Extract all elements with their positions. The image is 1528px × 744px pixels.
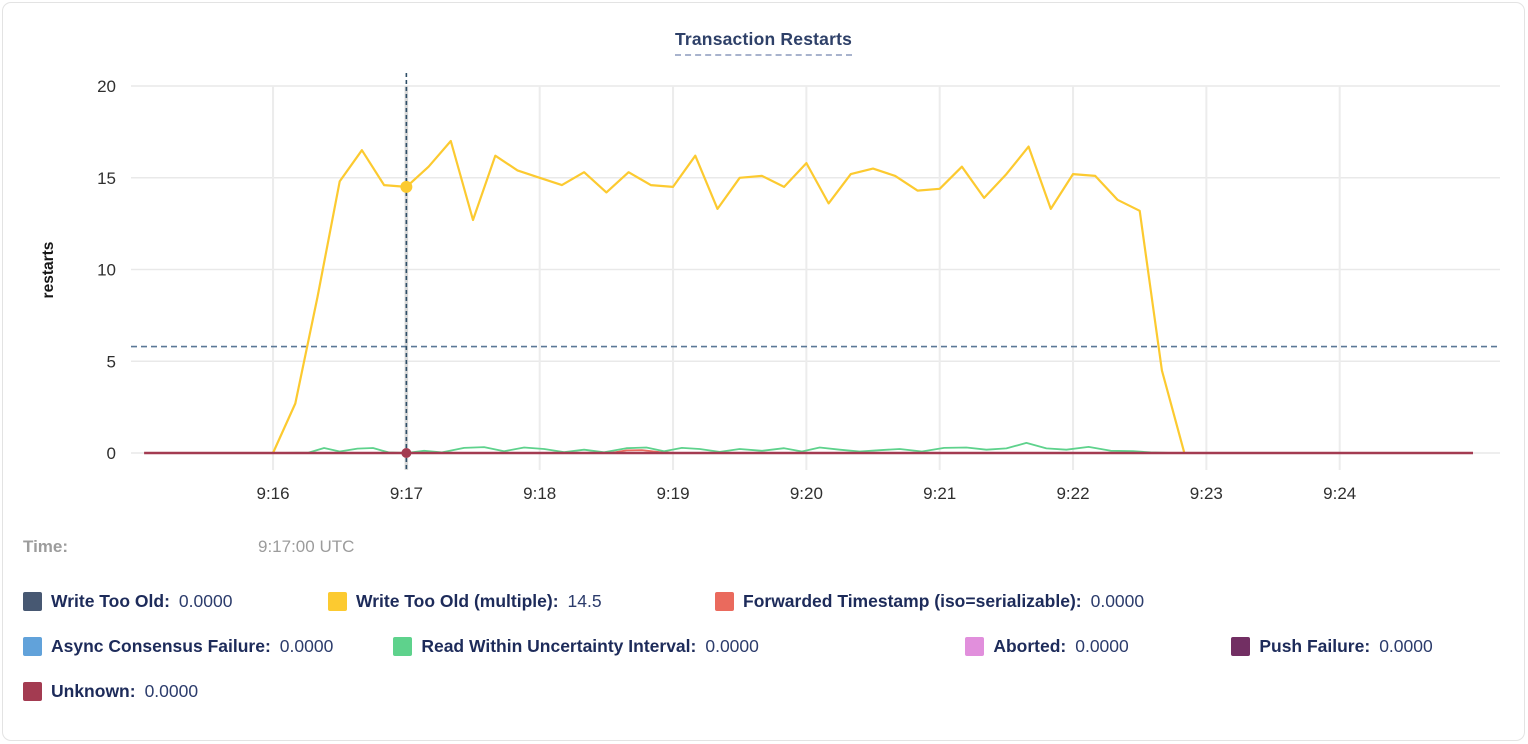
- legend-label: Write Too Old (multiple):: [356, 591, 559, 611]
- legend-value: 0.0000: [1075, 636, 1129, 656]
- legend-value: 0.0000: [144, 681, 199, 701]
- legend-item: Read Within Uncertainty Interval: 0.0000: [393, 636, 905, 657]
- time-value: 9:17:00 UTC: [258, 537, 355, 556]
- time-label: Time:: [23, 537, 69, 556]
- legend-item: Forwarded Timestamp (iso=serializable): 0…: [715, 591, 1144, 612]
- x-tick-label: 9:18: [523, 484, 556, 503]
- legend-value: 0.0000: [705, 636, 759, 656]
- y-tick-label: 15: [97, 169, 116, 188]
- x-grid: 9:16 9:17 9:18 9:19 9:20 9:21 9:22 9:23 9:24: [256, 86, 1356, 503]
- y-tick-label: 20: [97, 77, 116, 96]
- x-tick-label: 9:24: [1323, 484, 1356, 503]
- legend-label: Push Failure:: [1259, 636, 1371, 656]
- legend-item: Push Failure: 0.0000: [1231, 636, 1433, 657]
- series-line-write-too-old-multiple-: [271, 139, 1186, 454]
- legend-item: Aborted: 0.0000: [965, 636, 1171, 657]
- hover-time-readout: Time: 9:17:00 UTC: [23, 537, 1503, 561]
- legend-swatch: [965, 637, 985, 656]
- chart-title[interactable]: Transaction Restarts: [674, 29, 853, 56]
- legend-label: Forwarded Timestamp (iso=serializable):: [743, 591, 1082, 611]
- legend-value: 14.5: [567, 591, 602, 611]
- x-tick-label: 9:17: [390, 484, 423, 503]
- y-tick-label: 10: [97, 261, 116, 280]
- y-tick-label: 5: [107, 352, 116, 371]
- y-grid: 0 5 10 15 20: [97, 77, 1500, 463]
- legend-item: Write Too Old (multiple): 14.5: [328, 591, 655, 612]
- legend-swatch: [1231, 637, 1251, 656]
- legend-label: Unknown:: [51, 681, 136, 701]
- hover-dot: [401, 448, 412, 458]
- legend-swatch: [23, 592, 42, 611]
- legend-swatch: [23, 637, 42, 656]
- legend-label: Aborted:: [993, 636, 1067, 656]
- legend-swatch: [23, 682, 42, 701]
- legend-item: Unknown: 0.0000: [23, 681, 198, 702]
- x-tick-label: 9:22: [1056, 484, 1089, 503]
- legend-item: Write Too Old: 0.0000: [23, 591, 268, 612]
- legend-swatch: [328, 592, 347, 611]
- legend-value: 0.0000: [1090, 591, 1145, 611]
- transaction-restarts-chart[interactable]: 0 5 10 15 20 9:16 9:17 9:18 9:19 9:20 9:21 9:22 9:23…: [3, 61, 1528, 513]
- legend-row: Async Consensus Failure: 0.0000 Read Withi…: [23, 636, 1513, 657]
- legend-label: Read Within Uncertainty Interval:: [421, 636, 697, 656]
- x-tick-label: 9:20: [790, 484, 823, 503]
- legend-label: Write Too Old:: [51, 591, 170, 611]
- legend-value: 0.0000: [178, 591, 233, 611]
- legend-item: Async Consensus Failure: 0.0000: [23, 636, 333, 657]
- x-tick-label: 9:19: [656, 484, 689, 503]
- chart-header: Transaction Restarts: [3, 29, 1524, 56]
- legend-value: 0.0000: [1379, 636, 1433, 656]
- x-tick-label: 9:21: [923, 484, 956, 503]
- y-tick-label: 0: [107, 444, 116, 463]
- x-tick-label: 9:16: [256, 484, 289, 503]
- legend-swatch: [393, 637, 413, 656]
- chart-legend: Write Too Old: 0.0000 Write Too Old (multi…: [23, 591, 1513, 726]
- legend-row: Write Too Old: 0.0000 Write Too Old (multi…: [23, 591, 1513, 612]
- hover-dot: [400, 180, 413, 193]
- legend-swatch: [715, 592, 734, 611]
- x-tick-label: 9:23: [1190, 484, 1223, 503]
- y-axis-label: restarts: [40, 242, 57, 299]
- legend-value: 0.0000: [279, 636, 334, 656]
- legend-row: Unknown: 0.0000: [23, 681, 1513, 702]
- legend-label: Async Consensus Failure:: [51, 636, 271, 656]
